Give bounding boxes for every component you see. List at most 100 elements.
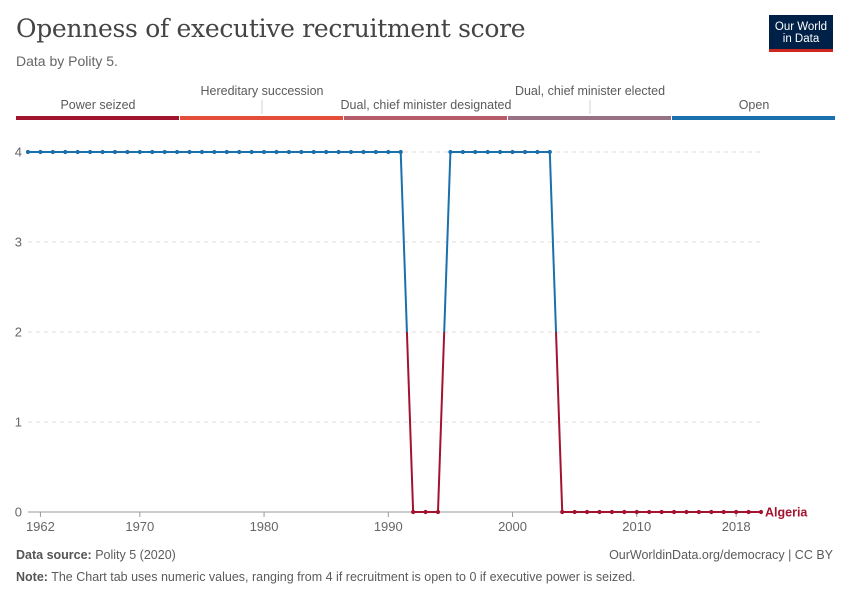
- data-point: [398, 149, 403, 155]
- data-point: [684, 509, 689, 515]
- data-point: [88, 149, 93, 155]
- data-point: [473, 149, 478, 155]
- data-point: [237, 149, 242, 155]
- color-legend: Power seized Hereditary succession Dual, c…: [16, 84, 835, 120]
- data-point: [212, 149, 217, 155]
- data-point: [659, 509, 664, 515]
- legend-bin-3[interactable]: [508, 116, 671, 120]
- data-point: [311, 149, 316, 155]
- data-point: [63, 149, 68, 155]
- note-value: The Chart tab uses numeric values, rangi…: [51, 570, 636, 584]
- data-point: [411, 509, 416, 515]
- grid-lines: [28, 151, 761, 513]
- x-tick-label-1962: 1962: [26, 519, 55, 534]
- data-point: [324, 149, 329, 155]
- data-point: [100, 149, 105, 155]
- data-point: [647, 509, 652, 515]
- source-value[interactable]: Polity 5 (2020): [95, 548, 176, 562]
- data-point: [162, 149, 167, 155]
- y-axis: 0 1 2 3 4: [15, 145, 22, 520]
- data-point: [560, 509, 565, 515]
- data-point: [299, 149, 304, 155]
- data-point: [386, 149, 391, 155]
- data-point: [460, 149, 465, 155]
- data-point: [125, 149, 130, 155]
- data-point: [622, 509, 627, 515]
- data-point: [448, 149, 453, 155]
- line-chart: Power seized Hereditary succession Dual, c…: [15, 84, 835, 534]
- series-labels: Algeria: [765, 506, 808, 520]
- legend-bin-1[interactable]: [180, 116, 343, 120]
- legend-label-1: Hereditary succession: [201, 84, 324, 98]
- data-point: [547, 149, 552, 155]
- data-point: [137, 149, 142, 155]
- data-point: [696, 509, 701, 515]
- data-point: [423, 509, 428, 515]
- legend-bin-2[interactable]: [344, 116, 507, 120]
- data-point: [758, 509, 764, 515]
- legend-bin-0[interactable]: [16, 116, 179, 120]
- x-tick-label-2018: 2018: [722, 519, 751, 534]
- data-point: [634, 509, 639, 515]
- data-point: [25, 149, 31, 155]
- footer-url[interactable]: OurWorldinData.org/democracy | CC BY: [609, 548, 833, 562]
- note-label: Note:: [16, 570, 48, 584]
- chart-subtitle: Data by Polity 5.: [16, 53, 118, 69]
- series-line-algeria: [28, 151, 761, 513]
- data-point: [50, 149, 55, 155]
- data-point: [286, 149, 291, 155]
- data-point: [435, 509, 441, 515]
- data-point: [336, 149, 341, 155]
- data-point: [112, 149, 118, 155]
- y-tick-label-0: 0: [15, 505, 22, 520]
- data-point: [721, 509, 726, 515]
- x-tick-label-2010: 2010: [622, 519, 651, 534]
- data-point: [584, 509, 590, 515]
- x-tick-label-1980: 1980: [250, 519, 279, 534]
- series-points: [25, 149, 764, 515]
- data-point: [249, 149, 254, 155]
- x-axis: 1962 1970 1980 1990 2000 2010 2018: [26, 512, 751, 534]
- legend-label-3: Dual, chief minister elected: [515, 84, 665, 98]
- data-point: [609, 509, 615, 515]
- data-point: [746, 509, 751, 515]
- source-label: Data source:: [16, 548, 92, 562]
- data-point: [734, 509, 739, 515]
- chart-title: Openness of executive recruitment score: [16, 14, 526, 43]
- data-point: [174, 149, 180, 155]
- series-lines: [28, 151, 761, 513]
- data-point: [485, 149, 490, 155]
- data-point: [361, 149, 366, 155]
- logo-line-2: in Data: [782, 33, 820, 45]
- data-point: [671, 509, 677, 515]
- data-point: [498, 149, 503, 155]
- data-point: [522, 149, 528, 155]
- y-tick-label-3: 3: [15, 235, 22, 250]
- legend-label-4: Open: [739, 98, 770, 112]
- data-source: Data source: Polity 5 (2020): [16, 548, 176, 562]
- x-tick-label-1990: 1990: [374, 519, 403, 534]
- series-label-algeria: Algeria: [765, 506, 808, 520]
- data-point: [348, 149, 354, 155]
- data-point: [572, 509, 577, 515]
- data-point: [709, 509, 714, 515]
- data-point: [199, 149, 205, 155]
- data-point: [597, 509, 602, 515]
- y-tick-label-2: 2: [15, 325, 22, 340]
- data-point: [510, 149, 515, 155]
- data-point: [274, 149, 279, 155]
- data-point: [75, 149, 80, 155]
- owid-logo[interactable]: Our World in Data: [769, 15, 833, 52]
- data-point: [373, 149, 378, 155]
- legend-label-2: Dual, chief minister designated: [341, 98, 512, 112]
- x-tick-label-2000: 2000: [498, 519, 527, 534]
- y-tick-label-1: 1: [15, 415, 22, 430]
- legend-bin-4[interactable]: [672, 116, 835, 120]
- legend-label-0: Power seized: [60, 98, 135, 112]
- data-point: [38, 149, 43, 155]
- data-point: [261, 149, 267, 155]
- data-point: [150, 149, 155, 155]
- chart-note: Note: The Chart tab uses numeric values,…: [16, 570, 636, 584]
- logo-line-1: Our World: [774, 21, 828, 33]
- data-point: [224, 149, 229, 155]
